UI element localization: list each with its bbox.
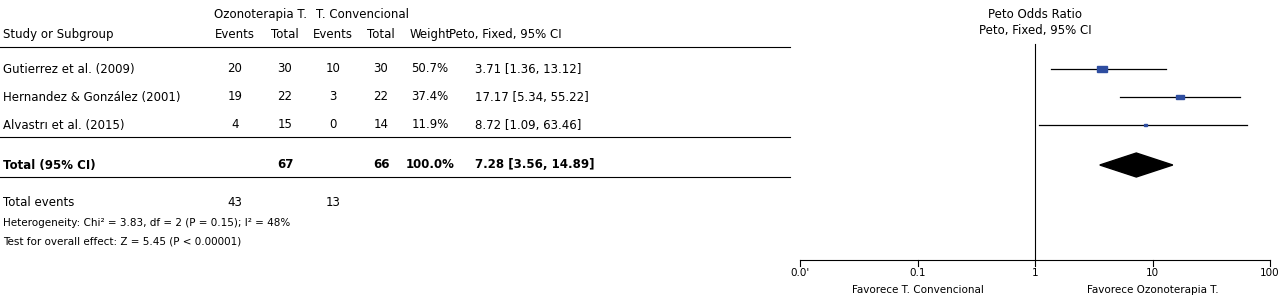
Text: Peto, Fixed, 95% CI: Peto, Fixed, 95% CI <box>449 28 561 41</box>
Text: 22: 22 <box>278 91 293 104</box>
Text: 67: 67 <box>276 158 293 171</box>
Text: 100: 100 <box>1260 268 1279 278</box>
Text: 3: 3 <box>329 91 336 104</box>
Text: Heterogeneity: Chi² = 3.83, df = 2 (P = 0.15); I² = 48%: Heterogeneity: Chi² = 3.83, df = 2 (P = … <box>3 218 290 228</box>
Text: 0.1: 0.1 <box>909 268 926 278</box>
Text: 13: 13 <box>326 195 340 208</box>
Text: Test for overall effect: Z = 5.45 (P < 0.00001): Test for overall effect: Z = 5.45 (P < 0… <box>3 236 242 246</box>
Text: 20: 20 <box>228 62 243 75</box>
Text: 50.7%: 50.7% <box>412 62 449 75</box>
Bar <box>1097 66 1106 72</box>
Text: 37.4%: 37.4% <box>412 91 449 104</box>
Text: Favorece Ozonoterapia T.: Favorece Ozonoterapia T. <box>1087 285 1219 295</box>
Text: Total: Total <box>271 28 299 41</box>
Text: Gutierrez et al. (2009): Gutierrez et al. (2009) <box>3 62 134 75</box>
Text: 30: 30 <box>373 62 389 75</box>
Text: Ozonoterapia T.: Ozonoterapia T. <box>214 8 307 21</box>
Text: Events: Events <box>215 28 255 41</box>
Text: 7.28 [3.56, 14.89]: 7.28 [3.56, 14.89] <box>475 158 595 171</box>
Polygon shape <box>1100 153 1173 177</box>
Text: 0.0': 0.0' <box>790 268 810 278</box>
Text: 11.9%: 11.9% <box>412 118 449 132</box>
Text: 3.71 [1.36, 13.12]: 3.71 [1.36, 13.12] <box>475 62 582 75</box>
Text: 14: 14 <box>373 118 389 132</box>
Text: 100.0%: 100.0% <box>405 158 454 171</box>
Text: Total: Total <box>367 28 395 41</box>
Text: 22: 22 <box>373 91 389 104</box>
Text: 0: 0 <box>329 118 336 132</box>
Bar <box>1145 124 1147 126</box>
Text: 4: 4 <box>231 118 239 132</box>
Text: Favorece T. Convencional: Favorece T. Convencional <box>852 285 984 295</box>
Text: Study or Subgroup: Study or Subgroup <box>3 28 114 41</box>
Text: Alvastrı et al. (2015): Alvastrı et al. (2015) <box>3 118 124 132</box>
Text: 15: 15 <box>278 118 293 132</box>
Text: Weight: Weight <box>409 28 450 41</box>
Text: Peto Odds Ratio: Peto Odds Ratio <box>987 8 1082 21</box>
Text: 19: 19 <box>228 91 243 104</box>
Text: 66: 66 <box>372 158 389 171</box>
Text: 43: 43 <box>228 195 243 208</box>
Text: Peto, Fixed, 95% CI: Peto, Fixed, 95% CI <box>978 24 1091 37</box>
Bar <box>1177 95 1184 99</box>
Text: Hernandez & González (2001): Hernandez & González (2001) <box>3 91 180 104</box>
Text: Total events: Total events <box>3 195 74 208</box>
Text: T. Convencional: T. Convencional <box>316 8 408 21</box>
Text: 17.17 [5.34, 55.22]: 17.17 [5.34, 55.22] <box>475 91 588 104</box>
Text: 10: 10 <box>1146 268 1159 278</box>
Text: 10: 10 <box>326 62 340 75</box>
Text: 30: 30 <box>278 62 293 75</box>
Text: Total (95% CI): Total (95% CI) <box>3 158 96 171</box>
Text: Events: Events <box>313 28 353 41</box>
Text: 8.72 [1.09, 63.46]: 8.72 [1.09, 63.46] <box>475 118 582 132</box>
Text: 1: 1 <box>1032 268 1039 278</box>
